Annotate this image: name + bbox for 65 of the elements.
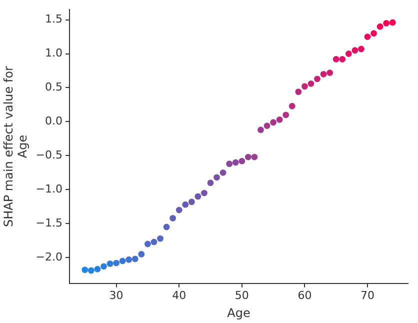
point — [157, 235, 164, 242]
x-tick-label: 50 — [234, 288, 249, 302]
point — [170, 214, 176, 222]
point — [113, 260, 120, 266]
point — [232, 159, 239, 166]
point — [244, 154, 252, 160]
y-axis-title: SHAP main effect value for Age — [1, 66, 30, 227]
point — [295, 88, 302, 96]
point — [194, 193, 202, 200]
point — [182, 201, 189, 208]
point — [188, 198, 195, 206]
point — [94, 266, 101, 272]
y-tick-label: 0.5 — [45, 80, 63, 94]
y-tick-label: −1.0 — [36, 182, 63, 196]
x-tick-label: 60 — [298, 288, 312, 302]
point — [138, 250, 145, 258]
y-tick-label: −1.5 — [36, 216, 63, 230]
point — [358, 46, 364, 52]
point — [214, 174, 220, 181]
point — [150, 238, 158, 246]
point — [276, 116, 283, 123]
point — [100, 263, 107, 270]
point — [258, 126, 264, 134]
point — [106, 260, 114, 267]
x-axis-title: Age — [227, 306, 250, 320]
y-tick-label: 1.0 — [45, 46, 63, 60]
point — [332, 56, 340, 62]
point — [314, 76, 320, 82]
point — [126, 256, 132, 263]
x-tick-label: 70 — [360, 288, 374, 302]
point — [282, 112, 290, 118]
point — [144, 240, 151, 248]
point — [352, 47, 358, 54]
y-tick-label: −0.5 — [36, 148, 63, 162]
point — [308, 80, 314, 87]
y-tick-label: −2.0 — [36, 250, 63, 264]
point — [238, 158, 246, 164]
point — [264, 122, 270, 129]
point — [326, 70, 334, 76]
point — [176, 206, 182, 214]
point — [288, 102, 296, 110]
point — [301, 83, 308, 90]
point — [370, 30, 377, 37]
point — [201, 190, 208, 196]
point — [226, 160, 233, 168]
point — [345, 50, 352, 57]
point — [364, 34, 371, 40]
point — [376, 23, 384, 30]
x-tick-label: 30 — [109, 288, 124, 302]
point — [132, 256, 138, 262]
point — [383, 20, 390, 26]
point — [88, 267, 94, 274]
point — [82, 266, 88, 274]
point — [119, 258, 126, 264]
point — [389, 19, 396, 26]
point — [251, 154, 258, 160]
point — [220, 169, 226, 176]
point — [339, 56, 346, 62]
point — [270, 119, 276, 126]
x-tick-label: 40 — [172, 288, 186, 302]
point — [207, 180, 214, 186]
point — [163, 224, 170, 230]
y-tick-label: 1.5 — [45, 12, 63, 26]
point — [320, 70, 327, 78]
y-tick-label: 0.0 — [45, 114, 63, 128]
